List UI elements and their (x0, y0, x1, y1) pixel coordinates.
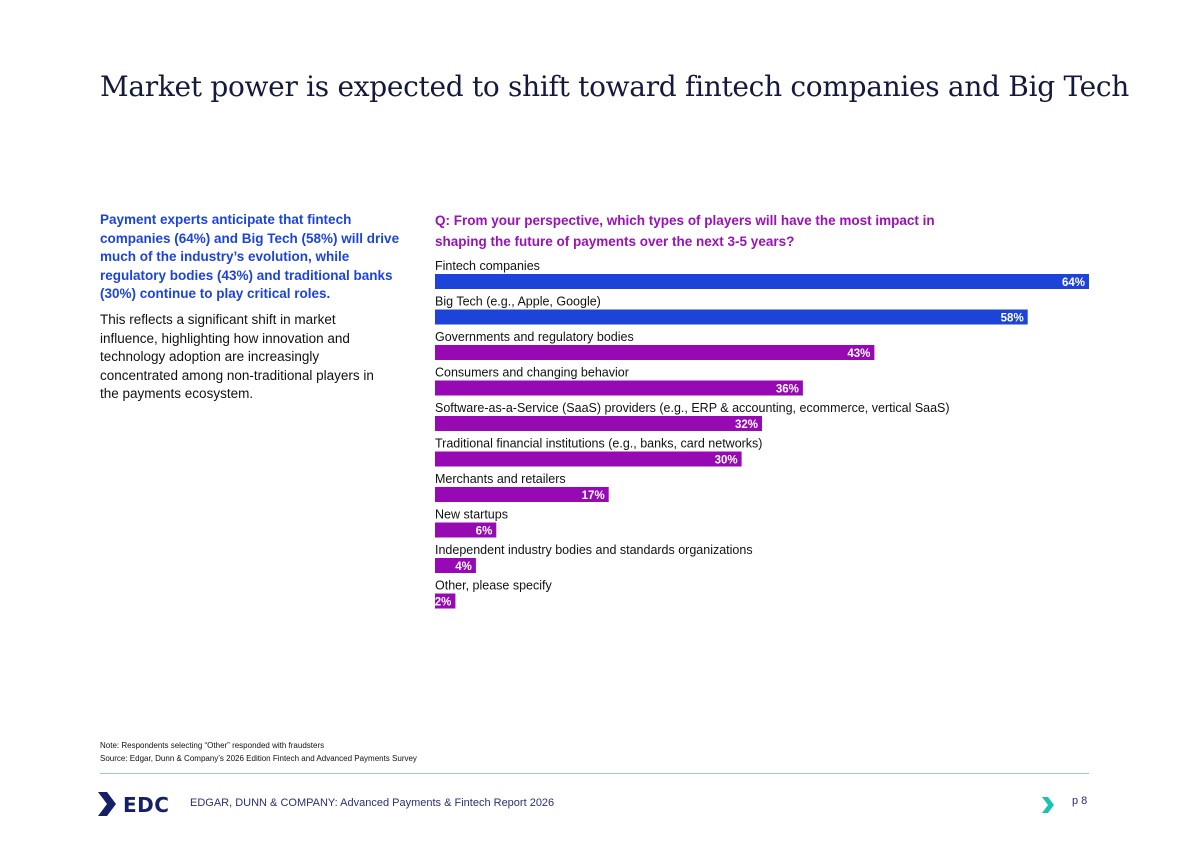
category-label: Consumers and changing behavior (435, 366, 629, 380)
logo-text: EDC (123, 793, 170, 817)
category-label: New startups (435, 508, 508, 522)
logo-chevron-icon (98, 792, 116, 816)
category-label: Independent industry bodies and standard… (435, 543, 753, 557)
bar (435, 380, 803, 396)
data-label: 2% (435, 597, 452, 609)
bar (435, 345, 875, 360)
category-label: Governments and regulatory bodies (435, 330, 634, 344)
chevron-right-icon (1042, 797, 1054, 813)
bar (435, 522, 497, 538)
intro-highlight-text: Payment experts anticipate that fintech … (100, 212, 400, 301)
bar (435, 274, 1089, 289)
bar (435, 309, 1028, 325)
edc-logo (98, 792, 116, 816)
page-number: p 8 (1072, 795, 1088, 807)
chart-question: Q: From your perspective, which types of… (435, 213, 935, 249)
data-label: 6% (476, 526, 493, 538)
category-label: Other, please specify (435, 579, 552, 593)
data-label: 4% (455, 561, 472, 573)
category-label: Fintech companies (435, 259, 540, 273)
bar (435, 416, 762, 431)
footnote-source: Source: Edgar, Dunn & Company’s 2026 Edi… (100, 754, 417, 763)
bar-chart: Fintech companies 64% Big Tech (e.g., Appl… (435, 259, 1089, 609)
category-label: Software-as-a-Service (SaaS) providers (… (435, 401, 950, 415)
data-label: 30% (715, 455, 738, 467)
data-label: 36% (776, 384, 799, 396)
footer-report-title: EDGAR, DUNN & COMPANY: Advanced Payments… (190, 797, 555, 809)
category-label: Traditional financial institutions (e.g.… (435, 437, 762, 451)
bar (435, 451, 742, 467)
data-label: 32% (735, 419, 758, 431)
category-label: Merchants and retailers (435, 472, 566, 486)
data-label: 43% (847, 348, 870, 360)
footer-divider (100, 773, 1089, 774)
data-label: 17% (582, 490, 605, 502)
category-label: Big Tech (e.g., Apple, Google) (435, 295, 601, 309)
footnote-note: Note: Respondents selecting “Other” resp… (100, 741, 325, 750)
data-label: 58% (1001, 313, 1024, 325)
data-label: 64% (1062, 277, 1085, 289)
bar (435, 593, 456, 609)
bar (435, 487, 609, 502)
page-title: Market power is expected to shift toward… (100, 70, 1130, 103)
bar (435, 558, 476, 573)
intro-body-text: This reflects a significant shift in mar… (100, 312, 374, 401)
